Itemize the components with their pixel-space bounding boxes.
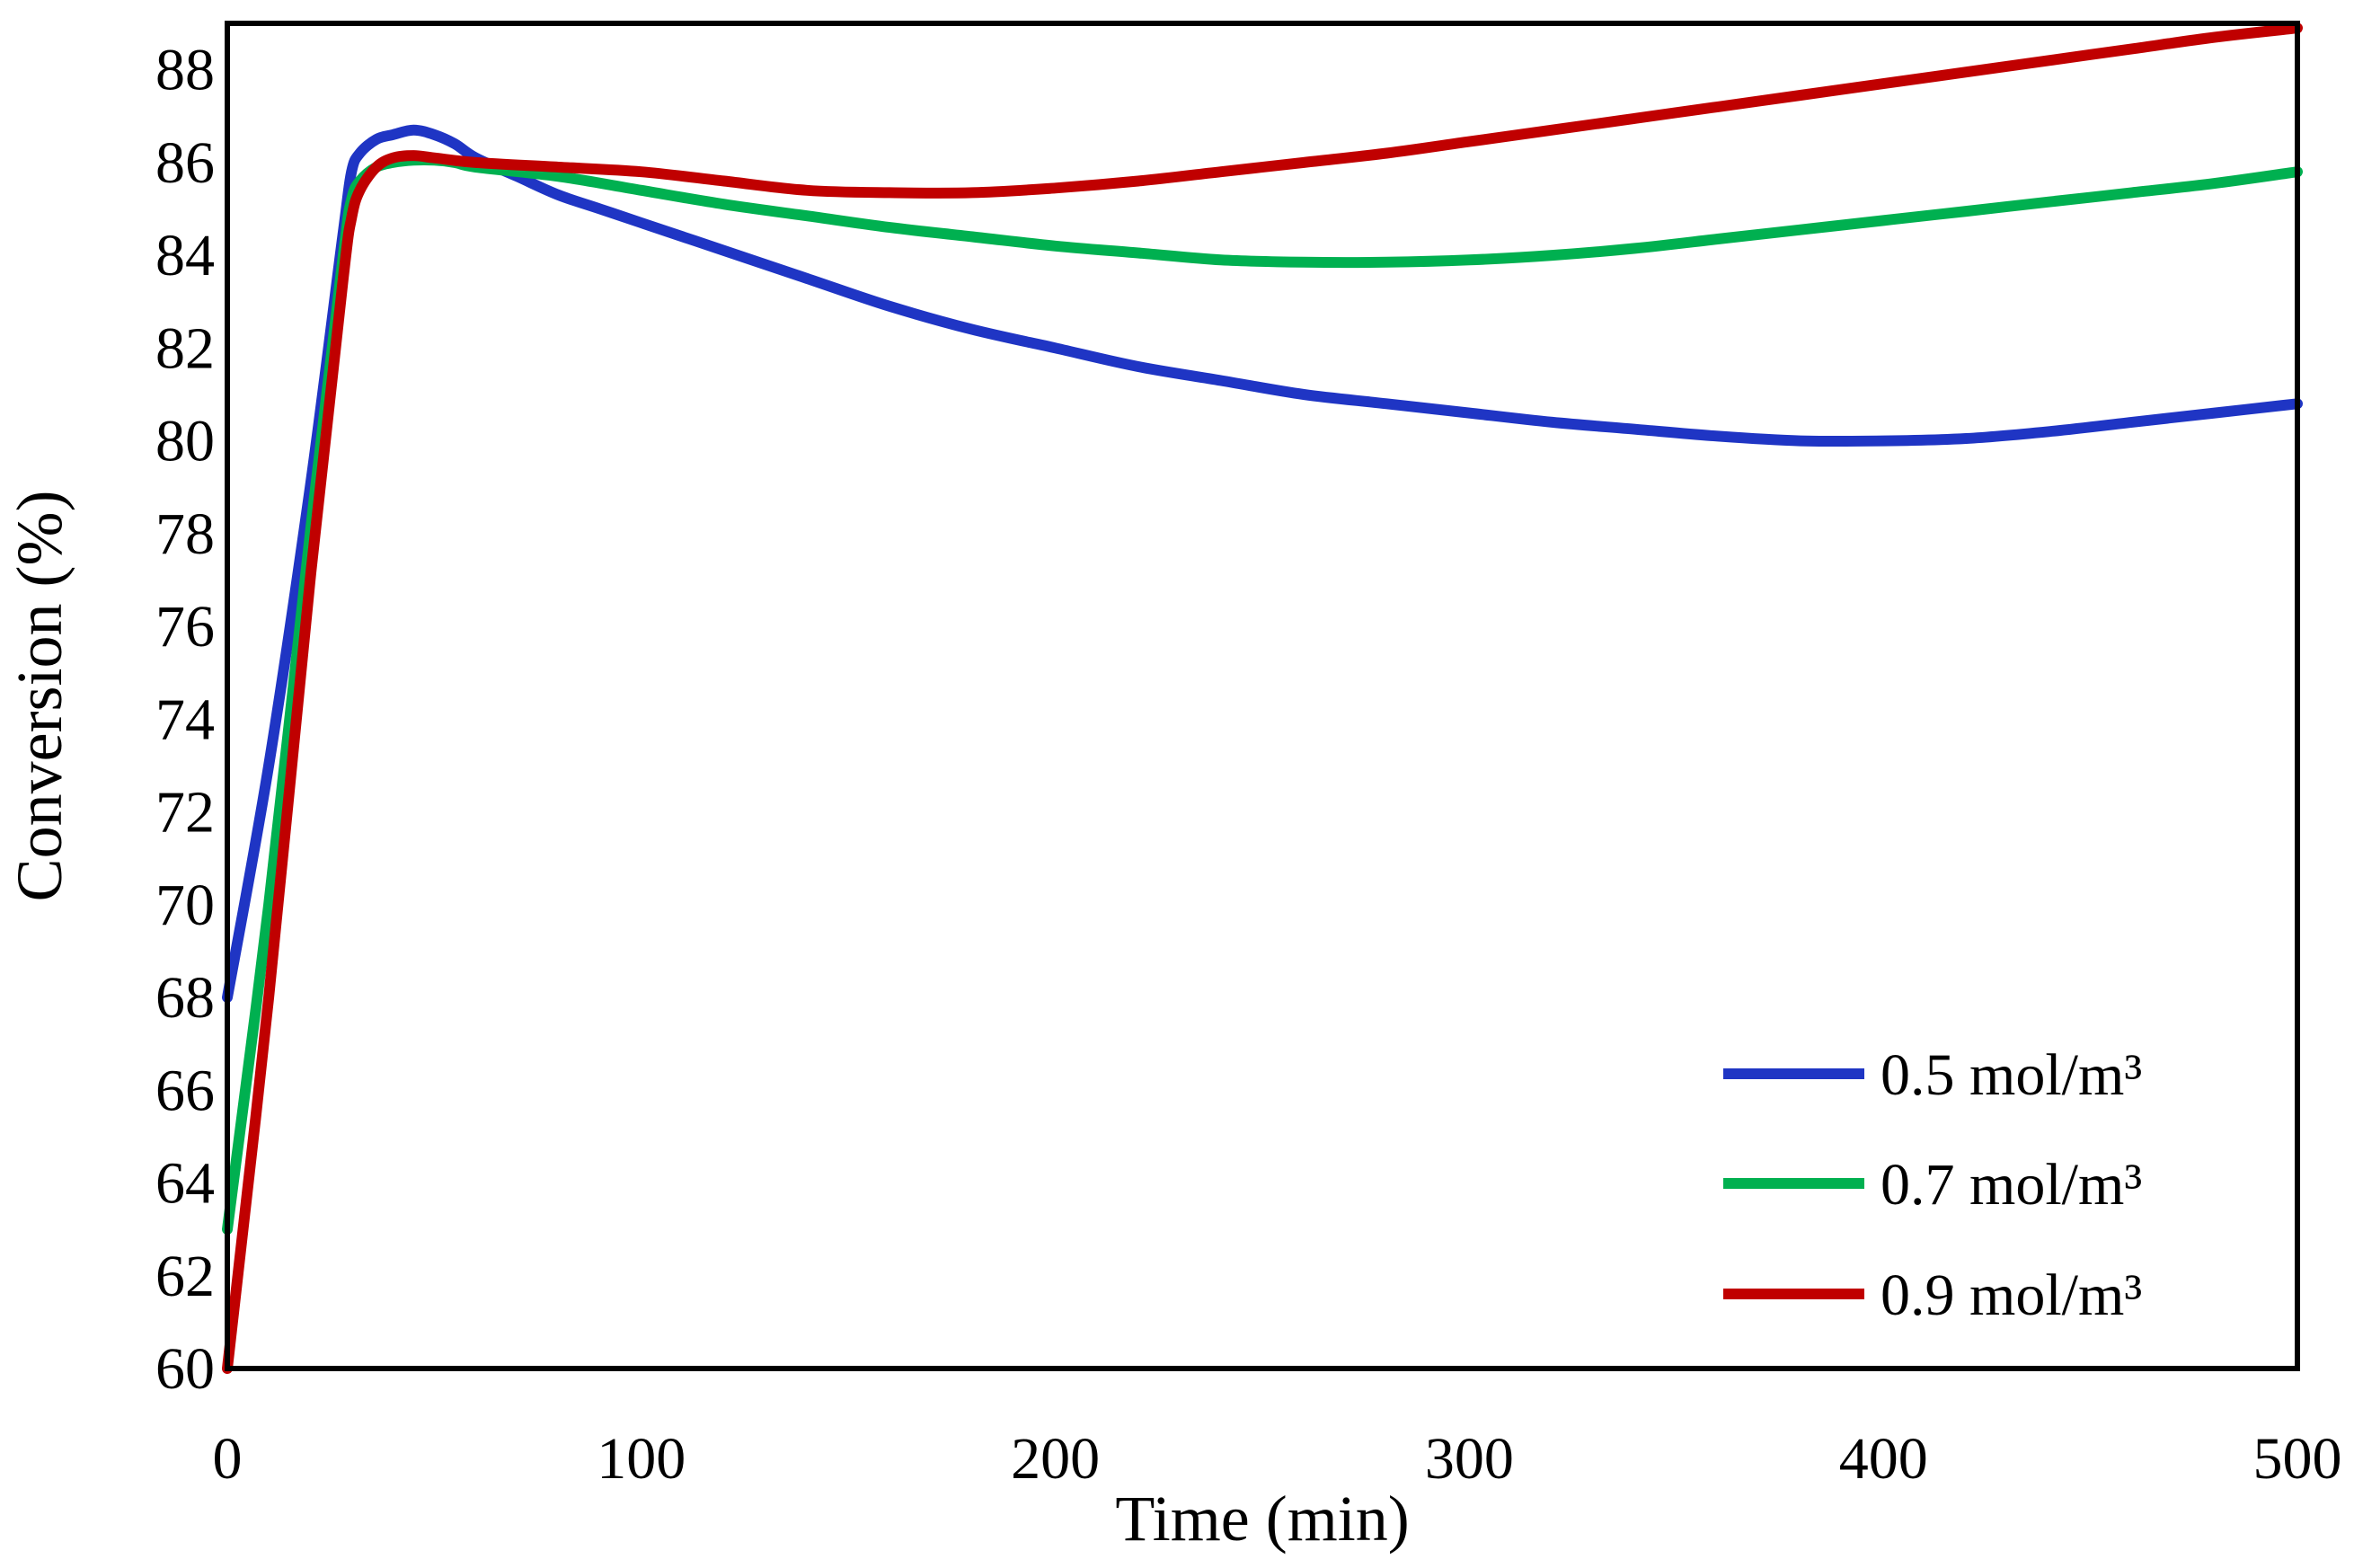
- x-tick-label: 200: [1011, 1426, 1100, 1492]
- y-axis-title: Conversion (%): [4, 491, 75, 902]
- y-tick-label: 62: [155, 1244, 215, 1309]
- y-tick-label: 88: [155, 38, 215, 103]
- y-tick-label: 64: [155, 1151, 215, 1217]
- legend: 0.5 mol/m³ 0.7 mol/m³ 0.9 mol/m³: [1723, 1042, 2142, 1328]
- x-tick-label: 400: [1839, 1426, 1928, 1492]
- x-axis-title: Time (min): [1115, 1483, 1409, 1555]
- x-axis-tick-labels: 0 100 200 300 400 500: [213, 1426, 2342, 1492]
- y-tick-label: 82: [155, 315, 215, 381]
- legend-label-2: 0.7 mol/m³: [1881, 1152, 2142, 1218]
- y-axis-tick-labels: 60 62 64 66 68 70 72 74 76 78 80 82 84 86 88: [155, 38, 215, 1402]
- y-tick-label: 70: [155, 873, 215, 938]
- y-tick-label: 68: [155, 965, 215, 1031]
- y-tick-label: 72: [155, 780, 215, 846]
- y-tick-label: 66: [155, 1058, 215, 1123]
- y-tick-label: 84: [155, 223, 215, 288]
- x-tick-label: 0: [213, 1426, 243, 1492]
- y-tick-label: 80: [155, 409, 215, 474]
- y-tick-label: 76: [155, 594, 215, 660]
- legend-label-1: 0.5 mol/m³: [1881, 1042, 2142, 1108]
- y-tick-label: 60: [155, 1336, 215, 1402]
- series-line-3: [222, 22, 2303, 1374]
- x-tick-label: 100: [597, 1426, 686, 1492]
- x-tick-label: 500: [2253, 1426, 2342, 1492]
- legend-label-3: 0.9 mol/m³: [1881, 1262, 2142, 1328]
- plot-area-frame: [225, 21, 2300, 1371]
- y-tick-label: 74: [155, 687, 215, 752]
- series-line-1: [222, 124, 2303, 1003]
- series-lines: [222, 22, 2303, 1374]
- x-tick-label: 300: [1425, 1426, 1514, 1492]
- y-tick-label: 86: [155, 130, 215, 196]
- y-tick-label: 78: [155, 501, 215, 567]
